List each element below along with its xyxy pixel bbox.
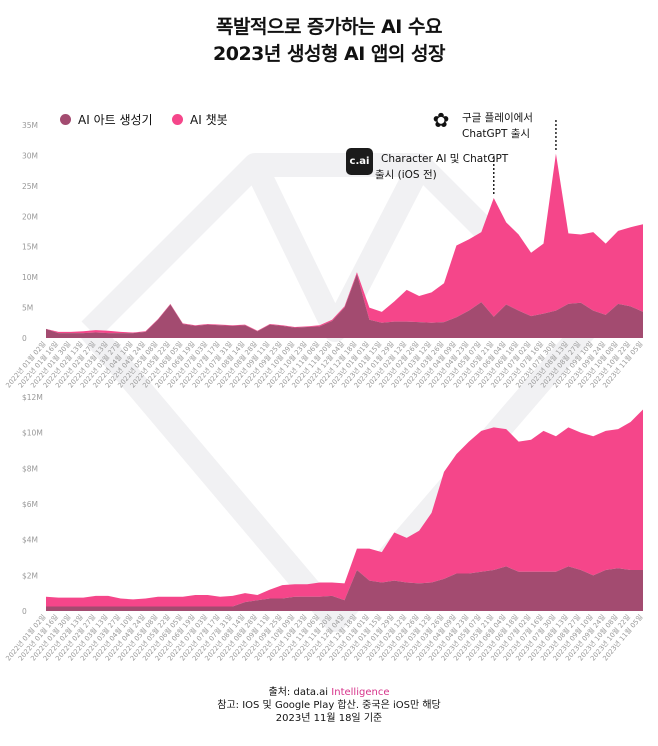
y-tick-label: 0 — [22, 334, 27, 343]
annotation-line: 구글 플레이에서 — [462, 112, 533, 124]
legend-swatch-chatbot — [172, 114, 183, 125]
chart-title: 폭발적으로 증가하는 AI 수요 2023년 생성형 AI 앱의 성장 — [0, 14, 658, 68]
y-tick-label: $4M — [22, 536, 38, 545]
note-line: 참고: IOS 및 Google Play 합산. 중국은 iOS만 해당 — [217, 700, 441, 711]
y-tick-label: 0 — [22, 607, 27, 616]
y-tick-label: $2M — [22, 571, 38, 580]
y-tick-label: $12M — [22, 393, 43, 402]
legend-item-art: AI 아트 생성기 — [60, 111, 153, 128]
area-series-chatbot — [46, 409, 643, 607]
y-tick-label: $8M — [22, 464, 38, 473]
footer: 출처: data.ai Intelligence 참고: IOS 및 Googl… — [0, 686, 658, 725]
asof-line: 2023년 11월 18일 기준 — [275, 713, 383, 724]
area-series-art — [46, 274, 643, 338]
title-line-2: 2023년 생성형 AI 앱의 성장 — [213, 43, 445, 65]
title-line-1: 폭발적으로 증가하는 AI 수요 — [216, 16, 442, 38]
annotation-character-ai: Character AI 및 ChatGPT 출시 (iOS 전) — [375, 151, 509, 183]
source-brand: Intelligence — [331, 687, 390, 698]
y-tick-label: 35M — [22, 121, 38, 130]
character-ai-logo-icon: c.ai — [346, 148, 373, 175]
y-tick-label: 15M — [22, 243, 38, 252]
y-tick-label: $10M — [22, 429, 43, 438]
annotation-line: 출시 (iOS 전) — [375, 169, 437, 181]
y-tick-label: 10M — [22, 273, 38, 282]
y-tick-label: 30M — [22, 151, 38, 160]
y-tick-label: 20M — [22, 212, 38, 221]
annotation-line: Character AI 및 ChatGPT — [381, 153, 509, 165]
openai-logo-icon: ✿ — [432, 108, 450, 132]
legend-label-chatbot: AI 챗봇 — [190, 113, 228, 127]
y-tick-label: 5M — [22, 304, 33, 313]
y-tick-label: $6M — [22, 500, 38, 509]
area-series-chatbot — [46, 153, 643, 334]
y-tick-label: 25M — [22, 182, 38, 191]
annotation-chatgpt-google-play: 구글 플레이에서 ChatGPT 출시 — [462, 110, 533, 142]
source-line: 출처: data.ai Intelligence — [0, 686, 658, 699]
source-prefix: 출처: data.ai — [268, 687, 332, 698]
legend-item-chatbot: AI 챗봇 — [172, 111, 228, 128]
legend-swatch-art — [60, 114, 71, 125]
annotation-line: ChatGPT 출시 — [462, 128, 531, 140]
legend-label-art: AI 아트 생성기 — [78, 113, 153, 127]
area-series-art — [46, 566, 643, 611]
